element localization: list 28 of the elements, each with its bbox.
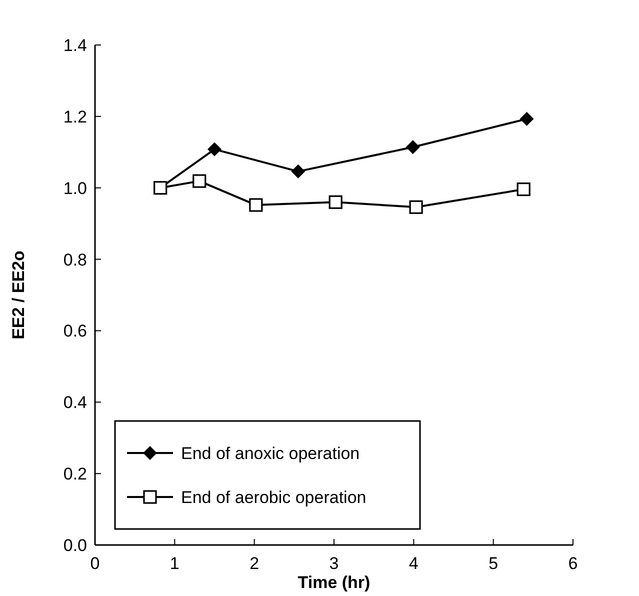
legend-label: End of aerobic operation xyxy=(181,488,366,507)
x-tick-label: 4 xyxy=(408,554,418,573)
x-tick-label: 2 xyxy=(250,554,260,573)
x-axis-title: Time (hr) xyxy=(298,573,370,592)
y-tick-label: 1.2 xyxy=(63,107,87,126)
y-axis-title: EE2 / EE2o xyxy=(9,250,28,340)
point xyxy=(520,112,534,126)
x-tick-label: 6 xyxy=(568,554,578,573)
y-tick-label: 0.0 xyxy=(63,536,87,555)
point xyxy=(516,182,530,196)
y-tick-label: 1.4 xyxy=(63,36,87,55)
point xyxy=(409,200,423,214)
y-tick-label: 0.8 xyxy=(63,250,87,270)
y-tick-label: 0.4 xyxy=(63,393,87,412)
point xyxy=(328,195,342,209)
point xyxy=(192,174,206,188)
x-tick-label: 1 xyxy=(170,554,180,573)
y-tick-label: 0.6 xyxy=(63,322,87,341)
x-tick-label: 3 xyxy=(329,554,339,573)
legend-label: End of anoxic operation xyxy=(181,444,360,463)
point xyxy=(208,142,222,156)
point xyxy=(406,140,420,154)
x-tick-label: 0 xyxy=(90,554,100,573)
y-tick-label: 0.2 xyxy=(63,464,87,484)
x-tick-label: 5 xyxy=(488,554,498,573)
point xyxy=(249,198,263,212)
y-tick-label: 1.0 xyxy=(63,178,87,198)
point xyxy=(291,164,306,178)
